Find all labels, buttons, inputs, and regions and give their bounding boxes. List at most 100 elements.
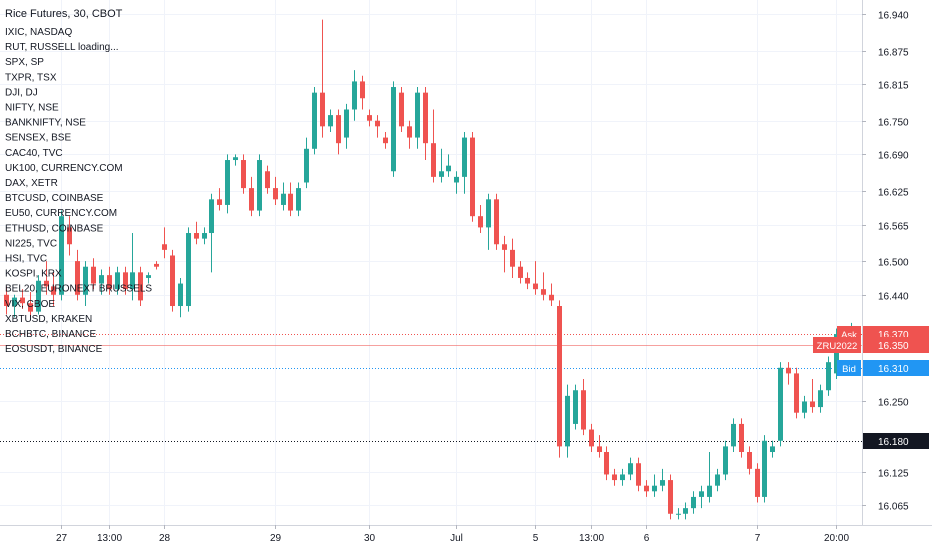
candle-up[interactable] [683, 502, 688, 520]
candle-up[interactable] [186, 227, 191, 312]
symbol-item[interactable]: EU50, CURRENCY.COM [5, 208, 117, 219]
candle-up[interactable] [486, 193, 491, 250]
candle-down[interactable] [478, 204, 483, 234]
candle-down[interactable] [170, 249, 175, 312]
candle-up[interactable] [83, 261, 88, 307]
candle-down[interactable] [28, 291, 33, 318]
candle-down[interactable] [612, 468, 617, 486]
candle-up[interactable] [233, 154, 238, 166]
candle-down[interactable] [518, 261, 523, 284]
candle-down[interactable] [162, 227, 167, 259]
candles[interactable] [4, 19, 854, 520]
candle-up[interactable] [59, 210, 64, 301]
candle-up[interactable] [826, 356, 831, 396]
candle-up[interactable] [778, 362, 783, 447]
candle-up[interactable] [462, 131, 467, 194]
candle-up[interactable] [731, 418, 736, 453]
candle-down[interactable] [525, 272, 530, 290]
candle-up[interactable] [652, 474, 657, 497]
candle-up[interactable] [391, 81, 396, 177]
candle-down[interactable] [265, 165, 270, 194]
candle-up[interactable] [415, 87, 420, 149]
symbol-item[interactable]: VIX, CBOE [5, 299, 55, 310]
symbol-item[interactable]: BANKNIFTY, NSE [5, 118, 86, 129]
candle-down[interactable] [644, 480, 649, 497]
candle-down[interactable] [470, 131, 475, 222]
candle-up[interactable] [209, 193, 214, 273]
candle-up[interactable] [818, 384, 823, 413]
candle-down[interactable] [154, 261, 159, 270]
candle-down[interactable] [604, 446, 609, 481]
candle-up[interactable] [304, 137, 309, 189]
candle-up[interactable] [36, 275, 41, 315]
candle-down[interactable] [668, 474, 673, 520]
symbol-item[interactable]: UK100, CURRENCY.COM [5, 163, 123, 174]
candle-up[interactable] [281, 182, 286, 211]
candle-up[interactable] [573, 384, 578, 430]
candle-down[interactable] [407, 120, 412, 149]
candle-up[interactable] [446, 154, 451, 177]
candle-down[interactable] [533, 261, 538, 295]
candle-up[interactable] [439, 148, 444, 183]
candle-up[interactable] [115, 266, 120, 295]
symbol-item[interactable]: DAX, XETR [5, 178, 58, 189]
candle-down[interactable] [67, 216, 72, 256]
candle-down[interactable] [636, 457, 641, 492]
symbol-item[interactable]: HSI, TVC [5, 254, 47, 265]
candle-down[interactable] [747, 446, 752, 475]
candle-down[interactable] [581, 379, 586, 436]
symbol-item[interactable]: DJI, DJ [5, 87, 38, 98]
candle-down[interactable] [75, 249, 80, 301]
candle-down[interactable] [510, 238, 515, 278]
symbol-item[interactable]: CAC40, TVC [5, 148, 63, 159]
candle-down[interactable] [336, 109, 341, 155]
symbol-item[interactable]: BCHBTC, BINANCE [5, 329, 96, 340]
candle-down[interactable] [91, 258, 96, 290]
symbol-item[interactable]: BTCUSD, COINBASE [5, 193, 104, 204]
candle-down[interactable] [367, 109, 372, 127]
candle-up[interactable] [707, 452, 712, 503]
candle-up[interactable] [834, 328, 839, 380]
candle-down[interactable] [541, 272, 546, 301]
candle-down[interactable] [786, 362, 791, 385]
time-axis[interactable]: 27 13:00 28 29 30 Jul 5 13:00 6 7 20:00 [56, 525, 850, 544]
candle-up[interactable] [99, 269, 104, 295]
symbol-item[interactable]: SENSEX, BSE [5, 133, 71, 144]
candle-down[interactable] [44, 261, 49, 295]
candle-down[interactable] [320, 19, 325, 138]
symbol-item[interactable]: NIFTY, NSE [5, 103, 59, 114]
candle-up[interactable] [762, 435, 767, 503]
candle-up[interactable] [12, 294, 17, 318]
candle-up[interactable] [178, 277, 183, 318]
candle-down[interactable] [399, 87, 404, 132]
symbol-item[interactable]: TXPR, TSX [5, 72, 57, 83]
candle-up[interactable] [565, 384, 570, 458]
candle-down[interactable] [755, 463, 760, 503]
symbol-item[interactable]: SPX, SP [5, 57, 44, 68]
candle-up[interactable] [454, 171, 459, 194]
symbol-item[interactable]: ETHUSD, COINBASE [5, 223, 104, 234]
candle-up[interactable] [770, 440, 775, 458]
price-axis[interactable]: 16.940 16.875 16.815 16.750 16.690 16.625 16.5… [862, 11, 909, 513]
candle-up[interactable] [312, 87, 317, 155]
candle-down[interactable] [431, 109, 436, 183]
symbol-item[interactable]: RUT, RUSSELL loading... [5, 42, 119, 53]
candle-up[interactable] [628, 457, 633, 481]
candle-up[interactable] [352, 70, 357, 121]
candle-down[interactable] [383, 131, 388, 149]
candle-down[interactable] [589, 423, 594, 453]
candle-up[interactable] [146, 272, 151, 284]
candle-down[interactable] [494, 193, 499, 250]
candle-down[interactable] [123, 266, 128, 295]
candle-down[interactable] [810, 379, 815, 413]
candle-down[interactable] [423, 87, 428, 161]
candle-up[interactable] [699, 485, 704, 509]
candle-up[interactable] [620, 468, 625, 486]
candle-down[interactable] [241, 154, 246, 194]
candle-up[interactable] [344, 103, 349, 149]
candle-up[interactable] [802, 395, 807, 419]
candle-down[interactable] [597, 435, 602, 458]
candle-up[interactable] [257, 154, 262, 217]
candle-down[interactable] [20, 289, 25, 309]
symbol-item[interactable]: KOSPI, KRX [5, 269, 62, 280]
